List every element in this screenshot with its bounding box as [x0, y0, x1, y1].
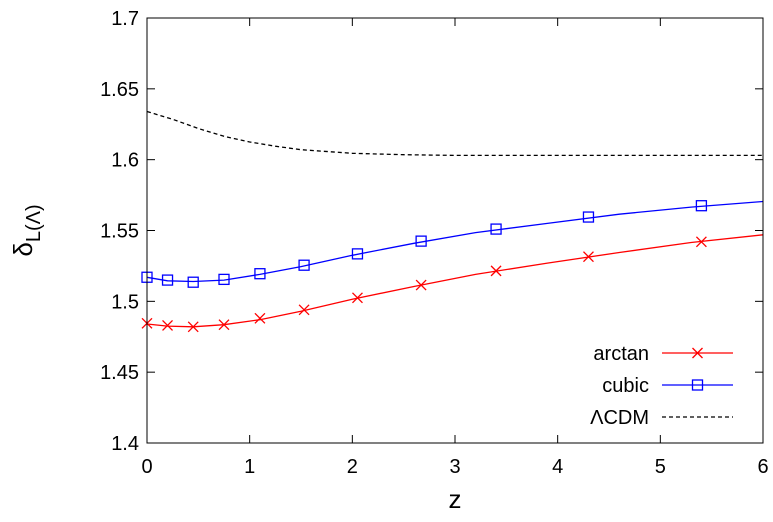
- legend-entry: cubic: [602, 375, 733, 397]
- y-tick-label: 1.45: [100, 362, 139, 384]
- data-point-series-1: [298, 259, 310, 271]
- legend-label: cubic: [602, 375, 649, 397]
- y-axis-label: δL(Λ): [8, 204, 45, 256]
- data-point-series-0: [298, 304, 310, 316]
- data-point-series-0: [254, 312, 266, 324]
- data-point-series-0: [490, 265, 502, 277]
- data-point-series-1: [415, 235, 427, 247]
- legend-label: ΛCDM: [590, 407, 649, 429]
- y-axis-label-subscript: L(Λ): [23, 204, 45, 242]
- legend-marker: [692, 347, 703, 359]
- data-point-series-0: [187, 321, 199, 333]
- data-point-series-1: [582, 211, 595, 223]
- y-tick-label: 1.65: [100, 79, 139, 101]
- y-tick-label: 1.5: [111, 291, 139, 313]
- data-point-series-1: [695, 200, 708, 212]
- legend-label: arctan: [593, 343, 649, 365]
- data-point-series-0: [218, 319, 230, 331]
- x-tick-label: 2: [347, 456, 358, 478]
- data-point-series-1: [351, 248, 364, 260]
- series-line-0: [146, 234, 764, 328]
- series-lines-layer: [146, 110, 764, 328]
- data-point-series-1: [254, 268, 266, 280]
- legend: arctan cubic ΛCDM: [590, 343, 733, 429]
- series-line-1: [146, 200, 764, 283]
- data-point-series-0: [162, 319, 173, 331]
- data-point-series-1: [187, 276, 199, 288]
- data-point-series-0: [415, 279, 427, 291]
- data-point-series-0: [583, 251, 594, 263]
- legend-entry: ΛCDM: [590, 407, 733, 429]
- data-point-series-0: [352, 292, 363, 304]
- x-tick-label: 3: [449, 456, 460, 478]
- x-tick-label: 4: [552, 456, 563, 478]
- y-tick-label: 1.7: [111, 8, 139, 30]
- series-line-2: [146, 110, 763, 157]
- legend-entry: arctan: [593, 343, 733, 365]
- x-axis-label: z: [449, 484, 462, 514]
- data-point-series-0: [695, 236, 707, 248]
- legend-marker: [691, 379, 704, 391]
- data-point-series-1: [490, 223, 502, 235]
- data-point-series-1: [218, 273, 230, 286]
- plot-frame: [146, 17, 764, 444]
- series-markers-layer: [141, 200, 708, 333]
- y-tick-label: 1.4: [111, 433, 139, 455]
- ticks-layer: 0 1 2 3 4 5 6 1.4 1.45 1.5 1.55 1.6 1.65 1.7: [100, 8, 769, 478]
- y-axis-label-base: δ: [8, 242, 38, 256]
- x-tick-label: 5: [655, 456, 666, 478]
- x-tick-label: 1: [244, 456, 255, 478]
- x-tick-label: 0: [141, 456, 152, 478]
- x-tick-label: 6: [757, 456, 768, 478]
- data-point-series-1: [161, 274, 174, 286]
- y-tick-label: 1.55: [100, 221, 139, 243]
- y-tick-label: 1.6: [111, 150, 139, 172]
